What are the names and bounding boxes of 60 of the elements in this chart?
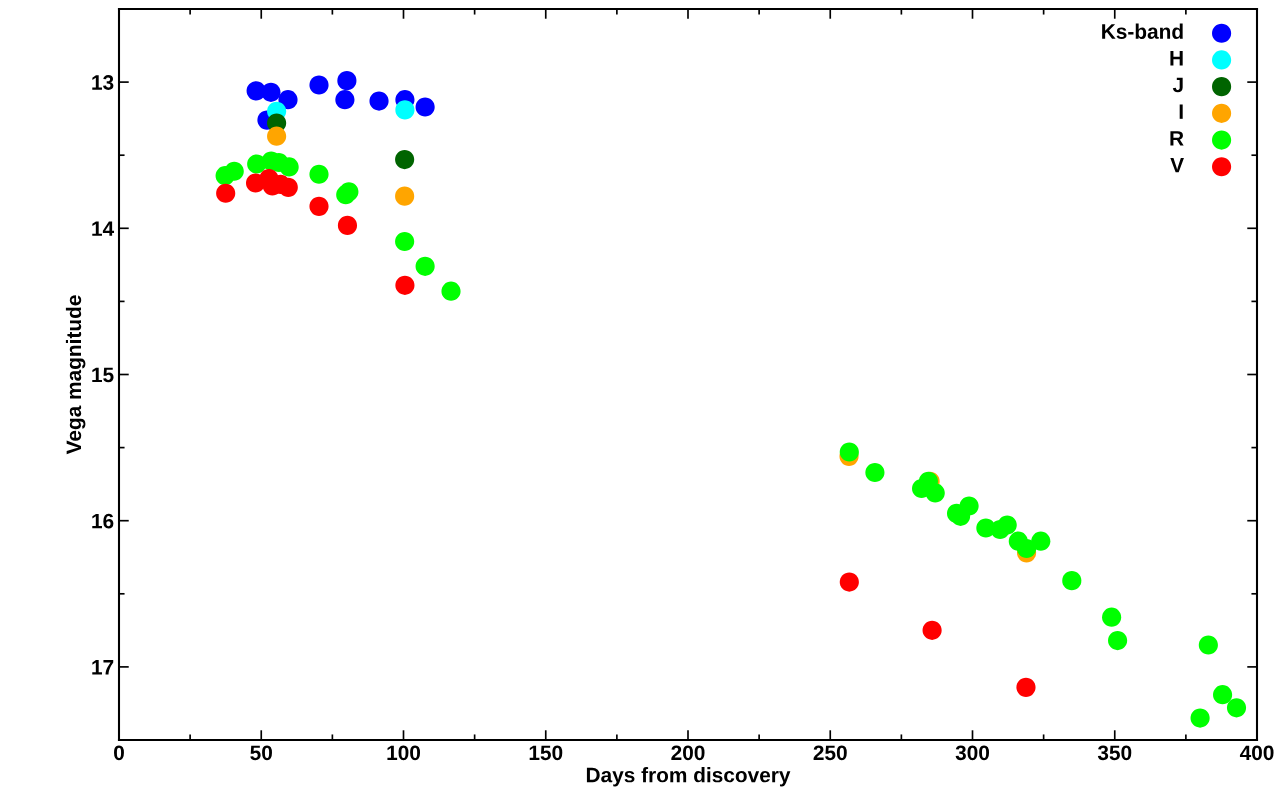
- point: [279, 157, 299, 177]
- point: [335, 90, 355, 110]
- point: [415, 97, 435, 117]
- point: [1062, 571, 1082, 591]
- legend-label: Ks-band: [1102, 23, 1183, 39]
- x-tick-label: 350: [1097, 745, 1132, 761]
- y-tick-label: 16: [92, 513, 114, 529]
- point: [1031, 531, 1051, 551]
- point: [415, 256, 435, 276]
- x-tick-label: 0: [114, 745, 124, 761]
- point: [1198, 635, 1218, 655]
- point: [997, 515, 1017, 535]
- point: [1108, 631, 1128, 651]
- point: [395, 275, 415, 295]
- legend-label: H: [1170, 51, 1183, 66]
- point: [395, 100, 415, 120]
- point: [267, 126, 287, 146]
- point: [395, 186, 415, 206]
- y-tick-label: 13: [92, 75, 114, 90]
- legend-label: I: [1179, 104, 1183, 119]
- point: [1016, 677, 1036, 697]
- y-tick-label: 17: [92, 660, 114, 675]
- point: [337, 71, 357, 91]
- point: [261, 82, 281, 102]
- point: [839, 572, 859, 592]
- point: [1102, 607, 1122, 627]
- point: [1226, 698, 1247, 718]
- point: [309, 164, 329, 184]
- point: [959, 496, 979, 516]
- point: [369, 91, 389, 111]
- x-tick-label: 400: [1239, 745, 1274, 761]
- point: [441, 281, 461, 301]
- legend-label: J: [1172, 77, 1183, 93]
- point: [309, 196, 329, 216]
- point: [395, 231, 415, 252]
- y-axis-title: Vega magnitude: [65, 295, 86, 455]
- point: [278, 177, 298, 197]
- legend-label: R: [1170, 131, 1184, 146]
- x-tick-label: 50: [250, 745, 272, 761]
- point: [278, 90, 298, 110]
- x-tick-label: 200: [671, 745, 705, 761]
- point: [925, 483, 945, 503]
- point: [865, 462, 885, 483]
- point: [224, 161, 244, 181]
- point: [1190, 708, 1210, 728]
- point: [216, 183, 236, 203]
- point: [309, 75, 329, 95]
- x-tick-label: 300: [955, 745, 990, 761]
- point: [395, 150, 415, 170]
- x-tick-label: 100: [387, 745, 421, 761]
- y-tick-label: 15: [92, 367, 114, 383]
- x-axis-title: Days from discovery: [586, 767, 791, 787]
- x-tick-label: 150: [529, 745, 563, 761]
- point: [1213, 685, 1233, 705]
- x-tick-label: 250: [813, 745, 847, 761]
- point: [337, 215, 358, 235]
- point: [922, 620, 942, 640]
- legend-label: V: [1170, 157, 1184, 173]
- y-tick-label: 14: [92, 221, 115, 236]
- point: [1016, 538, 1037, 559]
